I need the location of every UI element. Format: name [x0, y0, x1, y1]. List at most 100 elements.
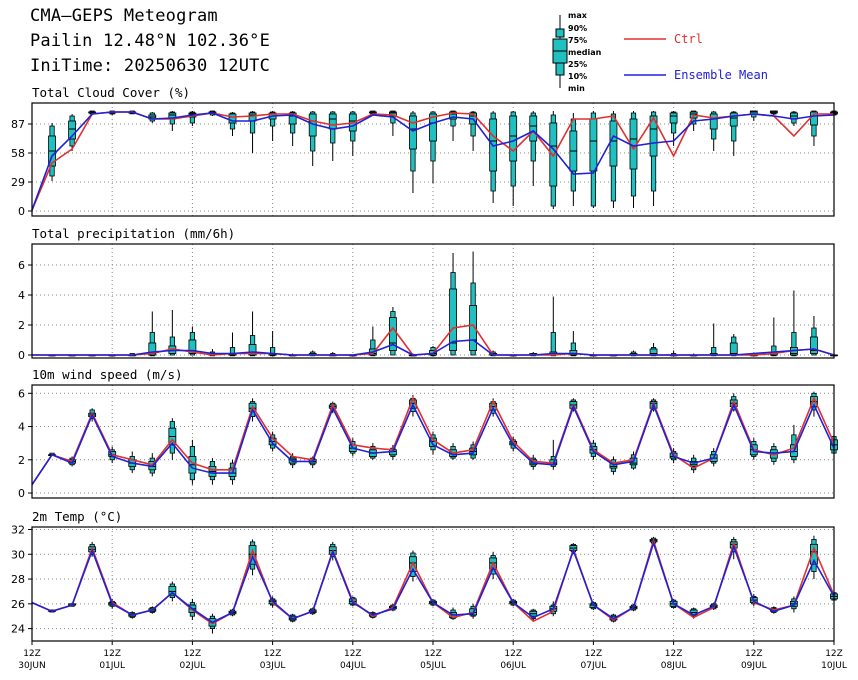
box-plot	[348, 111, 357, 156]
box-plot	[549, 296, 558, 357]
box-body	[388, 111, 397, 117]
box-body	[529, 115, 538, 142]
box-lower-tail	[290, 123, 296, 134]
box-lower-tail	[129, 466, 135, 471]
box-upper-tail	[691, 457, 697, 462]
box-lower-tail	[490, 170, 496, 192]
station-location: Pailin 12.48°N 102.36°E	[30, 31, 271, 51]
box-upper-tail	[550, 332, 556, 353]
y-tick-label: 0	[18, 349, 25, 362]
box-plot	[148, 311, 157, 357]
box-body	[409, 115, 417, 150]
box-upper-tail	[811, 327, 817, 338]
box-plot	[549, 111, 558, 209]
box-upper-tail	[470, 282, 476, 306]
box-lower-tail	[310, 135, 316, 152]
x-tick-label-hour: 12Z	[504, 649, 522, 659]
box-body	[168, 586, 177, 596]
box-body	[188, 339, 197, 354]
box-lower-tail	[189, 116, 195, 124]
box-plot	[629, 111, 638, 208]
box-upper-tail	[69, 115, 75, 122]
box-lower-tail	[470, 123, 476, 137]
y-tick-label: 4	[18, 289, 25, 302]
series-line-ctrl	[31, 396, 835, 486]
x-tick-label-date: 09JUL	[741, 661, 767, 671]
box-body	[689, 461, 698, 467]
x-tick-label-hour: 12Z	[665, 649, 683, 659]
box-upper-tail	[630, 112, 637, 120]
y-tick-label: 26	[11, 598, 25, 611]
box-upper-tail	[390, 311, 396, 318]
box-body	[709, 113, 718, 130]
box-lower-tail	[610, 467, 617, 472]
box-upper-tail	[711, 347, 717, 354]
box-body	[609, 120, 618, 167]
box-upper-tail	[249, 541, 256, 546]
x-tick-label-hour: 12Z	[23, 649, 41, 659]
box-plot	[729, 111, 738, 156]
box-lower-tail	[229, 122, 236, 130]
box-lower-tail	[711, 128, 717, 140]
y-tick-label: 30	[11, 548, 25, 561]
box-lower-tail	[330, 128, 336, 144]
box-plot	[689, 454, 698, 474]
box-body	[449, 288, 457, 351]
key-label-median: median	[568, 48, 602, 57]
box-lower-tail	[771, 457, 777, 462]
panel-3: 24 26 28 30 32	[11, 523, 838, 642]
x-tick-label-hour: 12Z	[103, 649, 121, 659]
box-body	[288, 112, 297, 125]
box-lower-tail	[610, 165, 617, 202]
y-tick-label: 28	[11, 573, 25, 586]
x-tick-label-hour: 12Z	[264, 649, 282, 659]
box-plot	[569, 331, 578, 357]
box-lower-tail	[630, 464, 637, 469]
box-lower-tail	[550, 185, 556, 207]
box-body	[228, 113, 237, 124]
key-label-10: 10%	[568, 72, 588, 81]
box-lower-tail	[450, 118, 456, 127]
box-plot	[489, 111, 498, 203]
key-label-25: 25%	[568, 60, 588, 69]
box-plot	[208, 458, 217, 485]
x-tick-label-date: 08JUL	[661, 661, 687, 671]
key-label-min: min	[568, 84, 585, 93]
box-plot	[429, 111, 437, 183]
box-upper-tail	[530, 112, 536, 117]
box-body	[810, 336, 818, 354]
box-body	[649, 115, 658, 157]
box-body	[649, 348, 658, 356]
box-lower-tail	[450, 350, 456, 356]
box-plot	[790, 290, 798, 357]
box-upper-tail	[490, 112, 496, 120]
box-upper-tail	[49, 125, 55, 137]
box-lower-tail	[189, 612, 195, 617]
box-lower-tail	[350, 130, 356, 142]
box-upper-tail	[430, 347, 436, 351]
box-lower-tail	[390, 350, 396, 356]
box-upper-tail	[149, 457, 155, 462]
x-tick-label-hour: 12Z	[424, 649, 442, 659]
box-body	[68, 120, 76, 140]
box-lower-tail	[269, 118, 276, 127]
box-lower-tail	[791, 456, 797, 461]
box-plot	[769, 110, 778, 115]
x-tick-label-hour: 12Z	[344, 649, 362, 659]
ctrl-legend-line	[624, 38, 666, 40]
box-key	[552, 15, 568, 88]
box-plot	[649, 343, 658, 357]
box-plot	[509, 111, 518, 206]
box-upper-tail	[811, 538, 817, 545]
panel-frame	[31, 102, 835, 217]
box-upper-tail	[370, 339, 376, 350]
box-plot	[268, 331, 277, 357]
box-body	[669, 112, 678, 124]
key-label-90: 90%	[568, 24, 588, 33]
box-plot	[388, 307, 397, 356]
box-plot	[729, 334, 738, 357]
box-plot	[368, 110, 377, 116]
y-tick-label: 2	[18, 454, 25, 467]
box-plot	[810, 316, 818, 356]
x-tick-label-date: 30JUN	[18, 661, 45, 671]
